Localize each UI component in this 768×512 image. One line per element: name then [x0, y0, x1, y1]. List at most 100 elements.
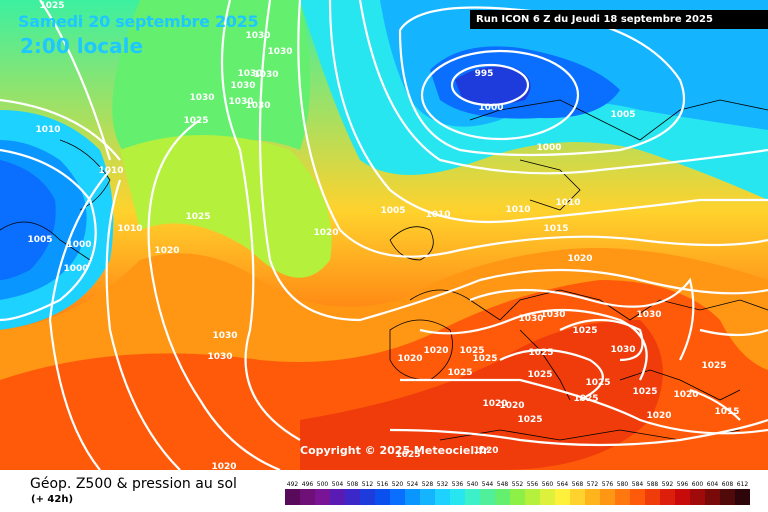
scale-swatch [405, 489, 420, 505]
scale-swatch [345, 489, 360, 505]
scale-swatch [390, 489, 405, 505]
scale-label: 588 [647, 481, 659, 488]
isobar-label: 1030 [267, 47, 292, 57]
band-cyan-west [0, 110, 114, 330]
scale-label: 604 [707, 481, 719, 488]
band-deepred-south [300, 320, 663, 470]
scale-label: 540 [467, 481, 479, 488]
scale-label: 492 [287, 481, 299, 488]
isobar-label: 1030 [245, 31, 270, 41]
isobar-label: 1005 [380, 206, 405, 216]
scale-label: 556 [527, 481, 539, 488]
scale-swatch [420, 489, 435, 505]
scale-label: 592 [662, 481, 674, 488]
scale-label: 504 [332, 481, 344, 488]
isobar-label: 1000 [66, 240, 91, 250]
band-yellowgreen [120, 135, 332, 278]
scale-swatch [375, 489, 390, 505]
scale-label: 524 [407, 481, 419, 488]
scale-swatch [705, 489, 720, 505]
isobar-label: 1025 [459, 346, 484, 356]
isobar-label: 1020 [423, 346, 448, 356]
isobar-label: 1030 [189, 93, 214, 103]
scale-label: 584 [632, 481, 644, 488]
scale-label: 564 [557, 481, 569, 488]
isobar-label: 1020 [313, 228, 338, 238]
isobar-label: 1030 [610, 345, 635, 355]
scale-label: 528 [422, 481, 434, 488]
isobar-label: 1020 [211, 462, 236, 470]
isobar-label: 1020 [567, 254, 592, 264]
isobar-label: 1020 [154, 246, 179, 256]
isobar-1005 [398, 6, 685, 157]
scale-label: 600 [692, 481, 704, 488]
scale-swatch [630, 489, 645, 505]
isobar-label: 1005 [610, 110, 635, 120]
scale-label: 536 [452, 481, 464, 488]
scale-label: 608 [722, 481, 734, 488]
isobar-label: 1025 [185, 212, 210, 222]
scale-swatch [495, 489, 510, 505]
isobar-label: 1025 [528, 348, 553, 358]
footer-title: Géop. Z500 & pression au sol [30, 476, 237, 492]
isobar-label: 1010 [35, 125, 60, 135]
isobar-label: 1020 [499, 401, 524, 411]
scale-swatch [360, 489, 375, 505]
scale-label: 580 [617, 481, 629, 488]
isobar-label: 1030 [228, 97, 253, 107]
color-scale-legend: 492 496 500 504 508 512 516 520 524 528 532 536 540 5… [285, 481, 750, 505]
isobar-label: 1030 [230, 81, 255, 91]
scale-swatch [330, 489, 345, 505]
scale-label: 544 [482, 481, 494, 488]
scale-swatch [300, 489, 315, 505]
scale-label: 532 [437, 481, 449, 488]
scale-label: 568 [572, 481, 584, 488]
isobar-label: 1025 [701, 361, 726, 371]
weather-map: 1025 1030 1030 1030 1030 1030 1030 1030 1030 1025… [0, 0, 768, 470]
scale-swatch [660, 489, 675, 505]
isobar-label: 1010 [425, 210, 450, 220]
isobar-label: 1030 [237, 69, 262, 79]
isobar-label: 1025 [527, 370, 552, 380]
isobar-label: 1025 [585, 378, 610, 388]
scale-swatch [735, 489, 750, 505]
isobar-label: 1020 [473, 446, 498, 456]
scale-swatch [585, 489, 600, 505]
scale-swatch [615, 489, 630, 505]
scale-swatch [465, 489, 480, 505]
isobar-label: 1020 [482, 399, 507, 409]
isobar-995 [450, 63, 530, 107]
run-info: Run ICON 6 Z du Jeudi 18 septembre 2025 [470, 10, 768, 29]
scale-label: 560 [542, 481, 554, 488]
scale-swatch [285, 489, 300, 505]
scale-swatch [450, 489, 465, 505]
scale-label: 500 [317, 481, 329, 488]
isobar-1010-north [358, 0, 768, 175]
isobar-label: 1025 [573, 394, 598, 404]
isobar-label: 1020 [397, 354, 422, 364]
isobar-label: 1010 [98, 166, 123, 176]
footer-subtitle: (+ 42h) [31, 494, 74, 505]
isobar-label: 1030 [253, 70, 278, 80]
isobar-label: 1030 [245, 101, 270, 111]
scale-swatch [645, 489, 660, 505]
scale-swatch [525, 489, 540, 505]
isobar-label: 1025 [395, 450, 420, 460]
scale-swatch [555, 489, 570, 505]
scale-label: 552 [512, 481, 524, 488]
isobar-label: 1025 [39, 1, 64, 11]
scale-label: 496 [302, 481, 314, 488]
isobar-label: 1000 [478, 103, 503, 113]
isobar-label: 1015 [714, 407, 739, 417]
isobar-label: 1000 [63, 264, 88, 274]
isobar-label: 1015 [543, 224, 568, 234]
isobars [0, 0, 768, 470]
scale-swatch [720, 489, 735, 505]
scale-label: 576 [602, 481, 614, 488]
isobar-label: 1010 [555, 198, 580, 208]
scale-label: 512 [362, 481, 374, 488]
scale-swatch [570, 489, 585, 505]
valid-date: Samedi 20 septembre 2025 [18, 12, 259, 31]
isobar-label: 1010 [117, 224, 142, 234]
